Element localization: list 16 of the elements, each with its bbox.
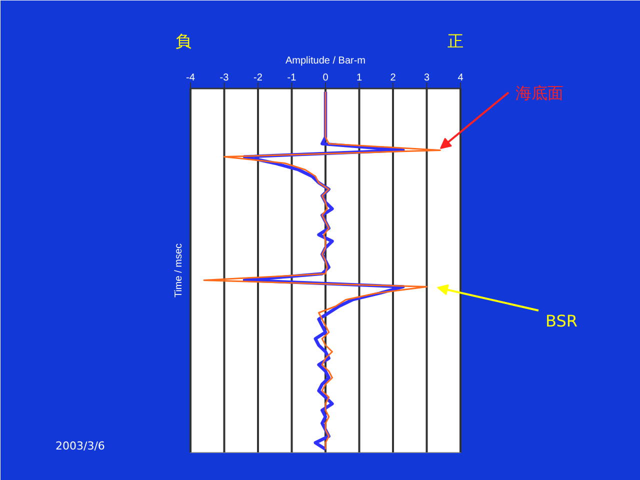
- x-tick-label: -2: [254, 72, 263, 84]
- x-axis-title: Amplitude / Bar-m: [285, 56, 366, 66]
- text: 正: [448, 32, 464, 50]
- x-tick-label: -4: [186, 72, 196, 84]
- text: 海底面: [516, 84, 564, 102]
- x-tick-label: 3: [424, 72, 430, 84]
- x-tick-label: 2: [390, 72, 396, 84]
- x-tick-label: 1: [356, 72, 362, 84]
- x-tick-label: 0: [322, 72, 329, 84]
- text: 2003/3/6: [56, 440, 105, 452]
- x-tick-label: -3: [220, 72, 230, 84]
- x-tick-label: 4: [458, 72, 464, 84]
- x-tick-label: -1: [287, 72, 297, 84]
- text: 負: [176, 32, 192, 50]
- y-axis-title: Time / msec: [174, 243, 184, 298]
- text: BSR: [546, 312, 578, 330]
